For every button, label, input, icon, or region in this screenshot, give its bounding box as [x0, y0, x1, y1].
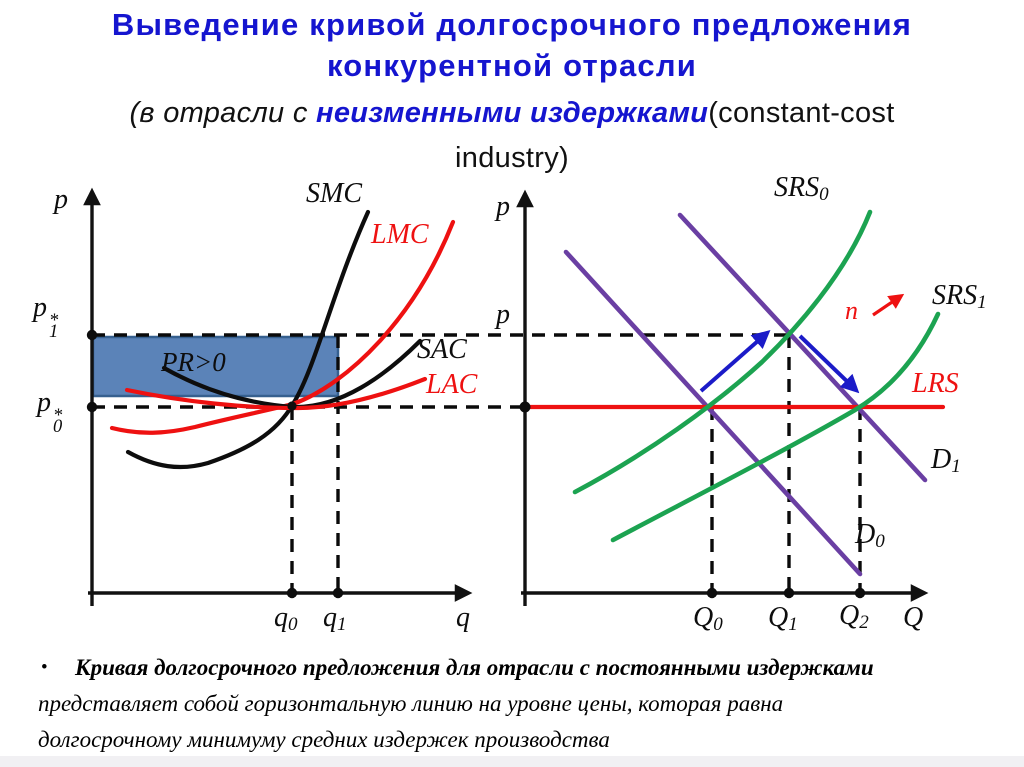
Q0-axis-dot	[706, 587, 718, 599]
subtitle-line2: industry)	[455, 142, 569, 174]
d0-label: D0	[855, 519, 885, 553]
slide-bottom-edge	[0, 756, 1024, 767]
entry-shift-arrow-icon	[798, 334, 860, 394]
footer-line2: представляет собой горизонтальную линию …	[38, 691, 784, 717]
d1-label: D1	[931, 444, 961, 478]
profit-label: PR>0	[161, 347, 226, 377]
d0-demand-line	[563, 249, 863, 577]
Q2-tick-label: Q2	[839, 600, 869, 634]
title-line2: конкурентной отрасли	[326, 48, 698, 83]
n-growth-arrow-icon	[872, 293, 905, 317]
subtitle-tail: (constant-cost	[708, 97, 895, 129]
lrs-label: LRS	[912, 368, 959, 399]
q1-axis-dot	[332, 587, 344, 599]
subtitle: (в отрасли с неизменными издержками(cons…	[0, 91, 1024, 181]
price-p0-label: p * 0	[37, 387, 63, 437]
price-p-label: p	[496, 299, 510, 330]
footer-line3: долгосрочному минимуму средних издержек …	[38, 727, 610, 753]
smc-curve	[125, 209, 371, 470]
q0-tick-label: q0	[274, 602, 298, 636]
srs1-label: SRS1	[932, 280, 987, 314]
subtitle-highlight: неизменными издержками	[316, 97, 709, 129]
right-y-axis-label: p	[496, 191, 510, 222]
bullet-icon: •	[41, 657, 48, 679]
lac-label: LAC	[426, 369, 478, 400]
p0-axis-dot	[86, 401, 98, 413]
left-x-axis-label: q	[456, 602, 470, 633]
lrs-axis-dot	[519, 401, 531, 413]
p1-axis-dot	[86, 329, 98, 341]
tangency-dot	[287, 401, 297, 411]
n-entry-label: n	[845, 296, 858, 325]
sac-label: SAC	[417, 334, 467, 365]
right-x-axis-label: Q	[903, 602, 924, 633]
Q0-tick-label: Q0	[693, 602, 723, 636]
left-y-axis-label: p	[54, 184, 68, 215]
footer-note: • Кривая долгосрочного предложения для от…	[38, 650, 998, 758]
footer-line1: • Кривая долгосрочного предложения для от…	[38, 650, 998, 686]
smc-label: SMC	[306, 178, 362, 209]
title-block: Выведение кривой долгосрочного предложен…	[0, 4, 1024, 181]
Q1-tick-label: Q1	[768, 602, 798, 636]
srs0-label: SRS0	[774, 172, 829, 206]
Q1-axis-dot	[783, 587, 795, 599]
price-p1-label: p * 1	[33, 292, 59, 342]
d1-demand-line	[677, 212, 928, 483]
price-rise-arrow-icon	[699, 329, 771, 393]
q0-axis-dot	[286, 587, 298, 599]
q1-tick-label: q1	[323, 602, 347, 636]
lmc-label: LMC	[371, 219, 429, 250]
title-line1: Выведение кривой долгосрочного предложен…	[111, 7, 913, 42]
Q2-axis-dot	[854, 587, 866, 599]
subtitle-prefix: (в отрасли с	[129, 97, 317, 129]
lmc-curve	[109, 219, 456, 435]
srs1-curve	[610, 311, 941, 543]
srs0-curve	[572, 209, 873, 495]
